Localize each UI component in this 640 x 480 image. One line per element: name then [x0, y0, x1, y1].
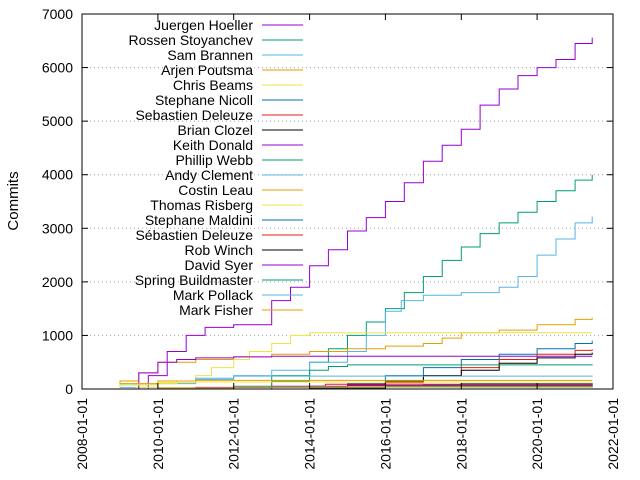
- x-tick-label: 2012-01-01: [226, 398, 242, 470]
- x-tick-label: 2016-01-01: [377, 398, 393, 470]
- legend-label: Arjen Poutsma: [161, 62, 253, 78]
- series-line-16: [120, 385, 593, 390]
- legend-label: Stephane Nicoll: [155, 92, 253, 108]
- legend-label: Spring Buildmaster: [135, 272, 254, 288]
- legend-label: Mark Pollack: [173, 287, 254, 303]
- x-axis-ticks: 2008-01-01 2010-01-01 2012-01-01 2014-01-01…: [74, 14, 621, 470]
- legend-label: Rob Winch: [185, 242, 253, 258]
- grid: [82, 67, 613, 336]
- legend-label: Sébastien Deleuze: [135, 227, 253, 243]
- series-line-9: [233, 364, 593, 390]
- legend-label: Sebastien Deleuze: [135, 107, 253, 123]
- x-tick-label: 2022-01-01: [605, 398, 621, 470]
- legend-label: Keith Donald: [173, 137, 253, 153]
- legend-label: Chris Beams: [173, 77, 253, 93]
- legend-label: Mark Fisher: [179, 302, 253, 318]
- x-tick-label: 2014-01-01: [302, 398, 318, 470]
- plot-border: [81, 13, 614, 390]
- x-tick-label: 2010-01-01: [150, 398, 166, 470]
- legend-label: Sam Brannen: [167, 47, 253, 63]
- y-tick-label: 6000: [42, 60, 73, 76]
- legend-label: Costin Leau: [178, 182, 253, 198]
- x-tick-label: 2020-01-01: [529, 398, 545, 470]
- y-axis-ticks: 0 1000 2000 3000 4000 5000 6000 7000: [42, 6, 613, 397]
- legend-label: Brian Clozel: [178, 122, 253, 138]
- y-tick-label: 3000: [42, 220, 73, 236]
- y-tick-label: 4000: [42, 167, 73, 183]
- y-tick-label: 1000: [42, 327, 73, 343]
- legend-label: Andy Clement: [165, 167, 253, 183]
- series-line-0: [129, 37, 593, 390]
- legend-label: David Syer: [185, 257, 254, 273]
- legend-label: Thomas Risberg: [150, 197, 253, 213]
- y-tick-label: 0: [65, 381, 73, 397]
- legend-label: Juergen Hoeller: [154, 17, 253, 33]
- legend-label: Phillip Webb: [175, 152, 253, 168]
- y-tick-label: 7000: [42, 6, 73, 22]
- series-line-8: [120, 355, 593, 390]
- legend-label: Rossen Stoyanchev: [128, 32, 253, 48]
- x-tick-label: 2008-01-01: [74, 398, 90, 470]
- x-tick-label: 2018-01-01: [453, 398, 469, 470]
- y-tick-label: 5000: [42, 113, 73, 129]
- y-tick-label: 2000: [42, 274, 73, 290]
- legend-label: Stephane Maldini: [145, 212, 253, 228]
- series-line-5: [309, 340, 593, 390]
- y-axis-label: Commits: [5, 171, 22, 230]
